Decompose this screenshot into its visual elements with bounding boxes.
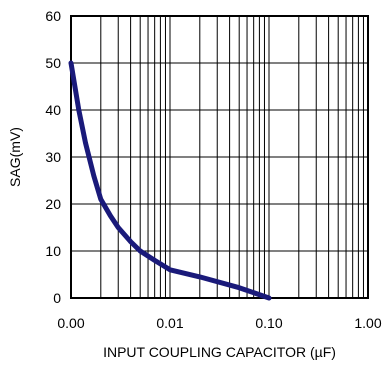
x-tick-label: 0.00 (57, 315, 84, 331)
y-tick-label: 30 (45, 149, 61, 165)
y-tick-label: 0 (53, 290, 61, 306)
y-tick-label: 10 (45, 243, 61, 259)
series-layer (68, 60, 272, 301)
sag-curve (68, 60, 272, 301)
x-tick-label: 0.01 (156, 315, 183, 331)
y-tick-labels: 0 10 20 30 40 50 60 (45, 8, 61, 306)
y-axis-label: SAG(mV) (7, 127, 23, 187)
y-tick-label: 60 (45, 8, 61, 24)
plot-area-border (70, 15, 369, 299)
x-tick-label: 1.00 (354, 315, 381, 331)
x-axis-label: INPUT COUPLING CAPACITOR (µF) (103, 344, 336, 360)
grid (71, 16, 368, 298)
x-tick-label: 0.10 (255, 315, 282, 331)
y-tick-label: 20 (45, 196, 61, 212)
y-tick-label: 40 (45, 102, 61, 118)
x-tick-labels: 0.00 0.01 0.10 1.00 (57, 315, 381, 331)
y-tick-label: 50 (45, 55, 61, 71)
